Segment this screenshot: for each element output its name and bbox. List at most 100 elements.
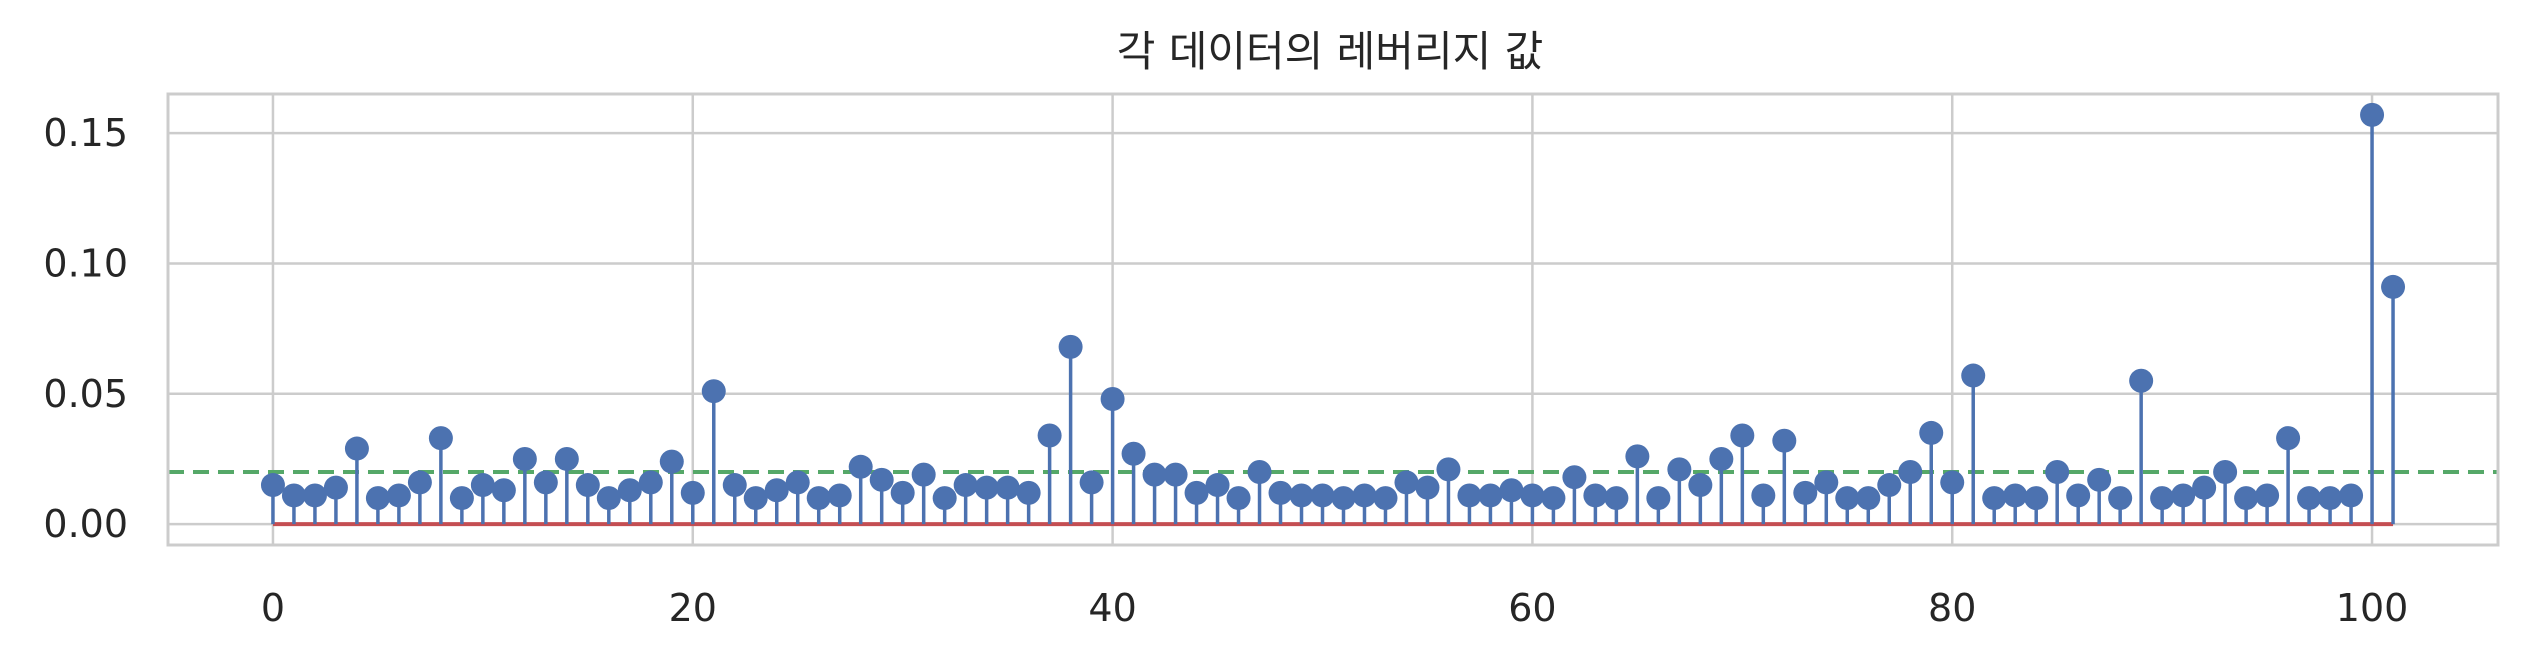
stem-marker bbox=[1919, 420, 1944, 445]
stem-marker bbox=[995, 475, 1020, 500]
stem-marker bbox=[2213, 460, 2238, 485]
stem-marker bbox=[1814, 470, 1839, 495]
stem-marker bbox=[1205, 473, 1230, 498]
stem-marker bbox=[1457, 483, 1482, 508]
stem-marker bbox=[323, 475, 348, 500]
stem-marker bbox=[2297, 486, 2322, 511]
y-tick-label: 0.05 bbox=[43, 372, 128, 416]
stem-marker bbox=[386, 483, 411, 508]
stem-marker bbox=[596, 486, 621, 511]
stem-marker bbox=[554, 446, 579, 471]
stem-marker bbox=[1982, 486, 2007, 511]
stem-marker bbox=[1793, 480, 1818, 505]
stem-marker bbox=[428, 426, 453, 451]
stem-marker bbox=[2045, 460, 2070, 485]
stem-marker bbox=[1331, 486, 1356, 511]
stem-marker bbox=[1016, 480, 1041, 505]
stem-marker bbox=[1877, 473, 1902, 498]
stem-marker bbox=[2003, 483, 2028, 508]
stem-marker bbox=[1898, 460, 1923, 485]
stem-marker bbox=[1478, 483, 1503, 508]
stem-marker bbox=[785, 470, 810, 495]
y-tick-label: 0.00 bbox=[43, 502, 128, 546]
stem-marker bbox=[764, 478, 789, 503]
y-tick-label: 0.15 bbox=[43, 111, 128, 155]
y-tick-labels: 0.00 0.05 0.10 0.15 bbox=[43, 111, 128, 546]
stem-marker bbox=[470, 473, 495, 498]
stem-marker bbox=[974, 475, 999, 500]
stem-marker bbox=[2234, 486, 2259, 511]
stem-marker bbox=[260, 473, 285, 498]
stem-marker bbox=[1142, 462, 1167, 487]
stem-marker bbox=[1100, 387, 1125, 412]
y-tick-label: 0.10 bbox=[43, 241, 128, 285]
stem-marker bbox=[806, 486, 831, 511]
stem-marker bbox=[2318, 486, 2343, 511]
x-tick-labels: 0 20 40 60 80 100 bbox=[261, 586, 2408, 630]
stem-marker bbox=[1688, 473, 1713, 498]
stem-marker bbox=[1751, 483, 1776, 508]
stem-marker bbox=[659, 449, 684, 474]
stem-marker bbox=[2360, 102, 2385, 127]
stem-marker bbox=[701, 379, 726, 404]
stem-marker bbox=[722, 473, 747, 498]
stem-marker bbox=[827, 483, 852, 508]
x-tick-label: 20 bbox=[669, 586, 717, 630]
x-tick-label: 40 bbox=[1088, 586, 1136, 630]
stem-marker bbox=[1604, 486, 1629, 511]
stem-marker bbox=[1646, 486, 1671, 511]
stem-marker bbox=[365, 486, 390, 511]
stem-marker bbox=[1667, 457, 1692, 482]
plot-area-frame bbox=[166, 92, 2500, 547]
stem-marker bbox=[1184, 480, 1209, 505]
stem-marker bbox=[1730, 423, 1755, 448]
stem-marker bbox=[1289, 483, 1314, 508]
x-tick-label: 80 bbox=[1928, 586, 1976, 630]
x-tick-label: 100 bbox=[2336, 586, 2409, 630]
stem-marker bbox=[1940, 470, 1965, 495]
stem-marker bbox=[911, 462, 936, 487]
stem-marker bbox=[344, 436, 369, 461]
stem-marker bbox=[1079, 470, 1104, 495]
stem-marker bbox=[1037, 423, 1062, 448]
stem-marker bbox=[1961, 363, 1986, 388]
stem-marker bbox=[1499, 478, 1524, 503]
stem-marker bbox=[932, 486, 957, 511]
stem-marker bbox=[890, 480, 915, 505]
x-tick-label: 60 bbox=[1508, 586, 1556, 630]
stem-marker bbox=[869, 467, 894, 492]
stem-marker bbox=[2171, 483, 2196, 508]
stem-marker bbox=[2066, 483, 2091, 508]
stem-marker bbox=[407, 470, 432, 495]
stem-marker bbox=[1373, 486, 1398, 511]
stem-marker bbox=[1835, 486, 1860, 511]
stem-marker bbox=[2108, 486, 2133, 511]
stem-marker bbox=[953, 473, 978, 498]
stem-marker bbox=[1709, 446, 1734, 471]
stem-marker bbox=[1415, 475, 1440, 500]
stem-marker bbox=[1058, 334, 1083, 359]
stem-marker bbox=[1310, 483, 1335, 508]
stem-marker bbox=[1121, 441, 1146, 466]
stem-marker bbox=[1625, 444, 1650, 469]
stem-marker bbox=[2024, 486, 2049, 511]
stem-marker bbox=[1226, 486, 1251, 511]
marker-layer bbox=[260, 102, 2406, 511]
stem-marker bbox=[2129, 368, 2154, 393]
stem-marker bbox=[1520, 483, 1545, 508]
stem-marker bbox=[2150, 486, 2175, 511]
stem-marker bbox=[2192, 475, 2217, 500]
x-tick-label: 0 bbox=[261, 586, 285, 630]
stem-marker bbox=[680, 480, 705, 505]
stem-marker bbox=[1352, 483, 1377, 508]
stem-marker bbox=[1583, 483, 1608, 508]
stem-marker bbox=[302, 483, 327, 508]
stem-marker bbox=[533, 470, 558, 495]
stem-marker bbox=[1268, 480, 1293, 505]
stem-marker bbox=[848, 454, 873, 479]
stem-marker bbox=[281, 483, 306, 508]
chart-title: 각 데이터의 레버리지 값 bbox=[1117, 27, 1543, 76]
stem-marker bbox=[638, 470, 663, 495]
